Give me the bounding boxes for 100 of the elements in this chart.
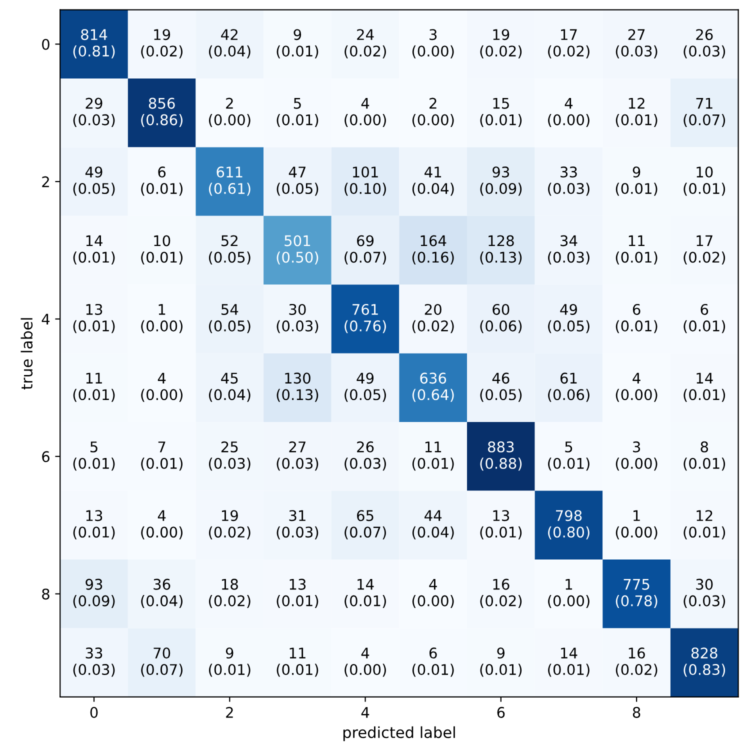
x-tick-label: 0 bbox=[90, 706, 98, 718]
annotation: (0.01) bbox=[141, 458, 182, 471]
data-label: 25 bbox=[221, 441, 238, 452]
data-label: 4 bbox=[429, 579, 437, 590]
x-tick-label: 4 bbox=[361, 707, 370, 718]
annotation: (0.01) bbox=[276, 664, 318, 677]
data-label: 6 bbox=[632, 304, 640, 315]
annotation: (0.01) bbox=[684, 388, 726, 402]
data-label: 42 bbox=[221, 29, 238, 40]
annotation: (0.86) bbox=[141, 114, 182, 128]
annotation: (0.00) bbox=[616, 388, 658, 402]
annotation: (0.03) bbox=[548, 182, 590, 196]
data-label: 3 bbox=[430, 29, 437, 40]
data-label: 5 bbox=[565, 442, 572, 452]
data-label: 9 bbox=[226, 648, 234, 659]
data-label: 4 bbox=[632, 372, 640, 384]
data-label: 1 bbox=[566, 579, 572, 590]
data-label: 16 bbox=[628, 648, 645, 659]
data-label: 71 bbox=[696, 98, 712, 109]
data-label: 44 bbox=[424, 510, 442, 521]
annotation: (0.00) bbox=[548, 595, 590, 608]
annotation: (0.01) bbox=[616, 182, 658, 196]
annotation: (0.09) bbox=[73, 595, 115, 608]
data-label: 130 bbox=[285, 372, 310, 384]
data-label: 1 bbox=[634, 510, 640, 521]
data-label: 11 bbox=[628, 235, 644, 246]
data-label: 15 bbox=[493, 98, 509, 109]
annotation: (0.04) bbox=[141, 595, 182, 608]
data-label: 70 bbox=[154, 648, 170, 659]
annotation: (0.81) bbox=[73, 45, 115, 58]
annotation: (0.01) bbox=[616, 114, 658, 128]
annotation: (0.88) bbox=[480, 458, 522, 471]
annotation: (0.03) bbox=[276, 458, 318, 471]
data-label: 61 bbox=[560, 372, 577, 384]
data-label: 13 bbox=[493, 510, 510, 522]
annotation: (0.06) bbox=[480, 320, 522, 334]
data-label: 12 bbox=[628, 98, 644, 109]
annotation: (0.01) bbox=[344, 595, 386, 608]
data-label: 69 bbox=[357, 235, 374, 246]
annotation: (0.01) bbox=[548, 664, 590, 677]
data-label: 11 bbox=[86, 372, 102, 384]
annotation: (0.01) bbox=[276, 45, 318, 58]
annotation: (0.01) bbox=[684, 320, 726, 334]
annotation: (0.04) bbox=[412, 526, 454, 540]
x-tick-label: 2 bbox=[226, 706, 233, 718]
annotation: (0.09) bbox=[480, 182, 522, 196]
annotation: (0.01) bbox=[141, 251, 182, 264]
data-label: 9 bbox=[497, 648, 505, 659]
data-label: 164 bbox=[420, 235, 446, 246]
data-label: 65 bbox=[357, 510, 374, 522]
data-label: 4 bbox=[158, 372, 166, 384]
data-label: 4 bbox=[361, 98, 370, 109]
data-label: 14 bbox=[696, 372, 713, 384]
annotation: (0.00) bbox=[412, 114, 454, 128]
data-label: 101 bbox=[352, 166, 378, 178]
annotation: (0.80) bbox=[548, 526, 590, 540]
annotation: (0.03) bbox=[344, 458, 386, 471]
data-label: 93 bbox=[492, 166, 510, 178]
data-label: 46 bbox=[492, 372, 510, 384]
data-label: 2 bbox=[226, 98, 233, 109]
annotation: (0.02) bbox=[208, 595, 250, 608]
annotation: (0.03) bbox=[73, 664, 115, 677]
annotation: (0.00) bbox=[141, 526, 182, 540]
annotation: (0.00) bbox=[344, 664, 386, 677]
y-tick-label: 0 bbox=[42, 38, 50, 50]
annotation: (0.03) bbox=[548, 251, 590, 264]
y-tick-label: 6 bbox=[42, 451, 50, 462]
data-label: 14 bbox=[86, 235, 102, 246]
data-label: 41 bbox=[424, 166, 442, 178]
data-label: 10 bbox=[154, 235, 170, 246]
annotation: (0.78) bbox=[616, 595, 658, 608]
x-tick-label: 6 bbox=[497, 706, 505, 718]
y-tick-label: 2 bbox=[42, 176, 49, 188]
annotation: (0.01) bbox=[276, 114, 318, 128]
annotation: (0.04) bbox=[412, 182, 454, 196]
data-label: 4 bbox=[361, 648, 370, 658]
annotation: (0.04) bbox=[208, 45, 250, 58]
data-label: 761 bbox=[352, 304, 378, 315]
annotation: (0.05) bbox=[480, 388, 522, 402]
data-label: 29 bbox=[86, 98, 102, 109]
data-label: 501 bbox=[284, 235, 310, 246]
data-label: 775 bbox=[624, 579, 650, 590]
annotation: (0.05) bbox=[548, 320, 590, 334]
data-label: 19 bbox=[493, 29, 510, 40]
data-label: 26 bbox=[357, 441, 374, 452]
data-label: 93 bbox=[86, 578, 102, 590]
data-label: 27 bbox=[289, 441, 306, 452]
annotation: (0.01) bbox=[412, 458, 454, 471]
annotation: (0.01) bbox=[616, 320, 658, 334]
annotation: (0.03) bbox=[616, 45, 658, 58]
annotation: (0.76) bbox=[344, 320, 386, 334]
annotation: (0.03) bbox=[276, 320, 318, 334]
data-label: 34 bbox=[560, 235, 578, 246]
annotation: (0.13) bbox=[480, 251, 522, 264]
annotation: (0.01) bbox=[73, 388, 115, 402]
annotation: (0.01) bbox=[276, 595, 318, 608]
annotation: (0.01) bbox=[684, 458, 726, 471]
annotation: (0.01) bbox=[480, 114, 522, 128]
annotation: (0.01) bbox=[73, 526, 115, 540]
data-label: 13 bbox=[86, 304, 102, 315]
